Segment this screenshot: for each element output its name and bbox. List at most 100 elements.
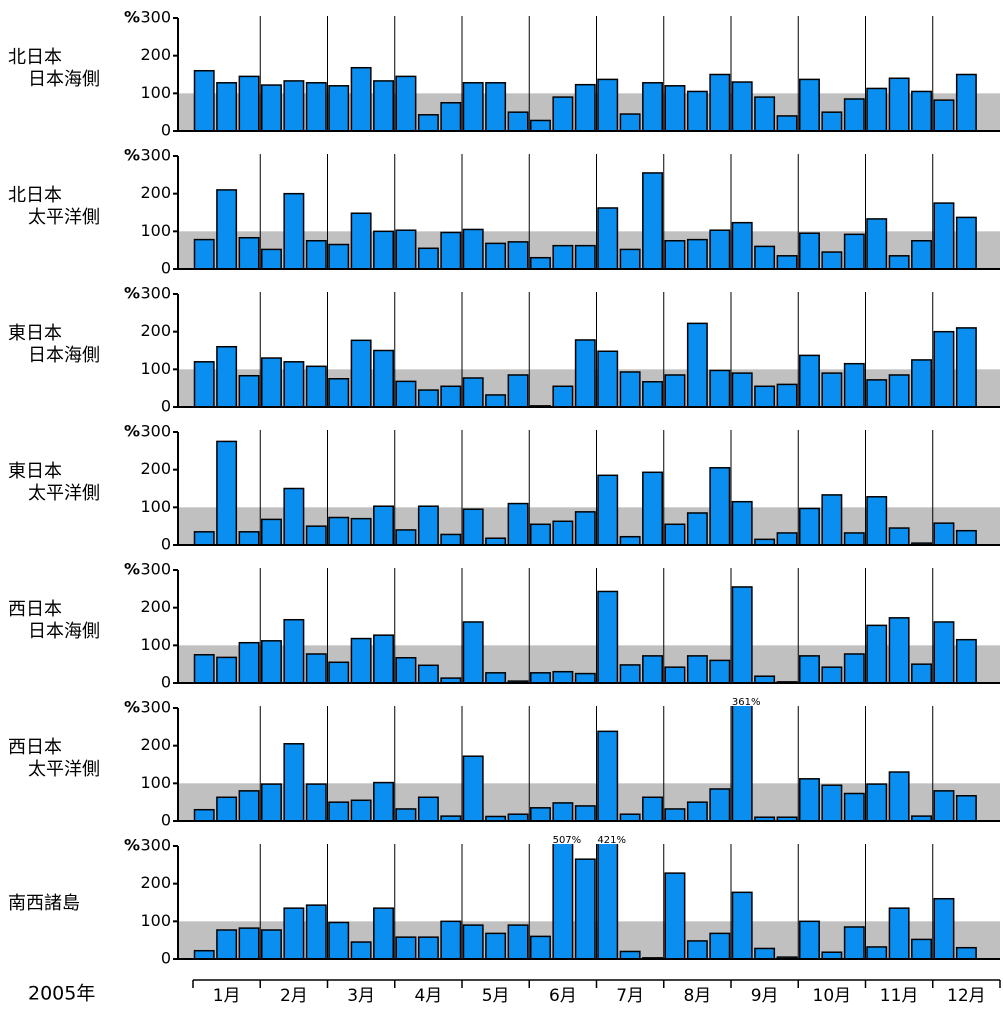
bar <box>821 111 843 132</box>
bar <box>328 243 350 270</box>
bar <box>799 354 820 408</box>
bar <box>933 99 955 132</box>
bar <box>754 96 776 132</box>
bar <box>552 520 574 546</box>
bar <box>619 535 641 546</box>
bar <box>373 230 395 270</box>
bar <box>507 924 529 960</box>
bar <box>799 920 820 960</box>
bar <box>485 672 507 684</box>
bar <box>911 938 932 960</box>
bar <box>597 474 619 546</box>
bar <box>395 808 417 822</box>
bar <box>642 172 663 270</box>
y-tick-label: 200 <box>140 735 171 754</box>
y-tick-label: 0 <box>161 121 171 140</box>
bar <box>843 98 865 132</box>
bar <box>821 372 843 408</box>
y-tick-label: 300 <box>140 8 171 27</box>
bar <box>866 379 888 408</box>
bar <box>328 801 350 822</box>
bar <box>619 664 641 684</box>
bar <box>619 113 641 132</box>
bar <box>866 87 888 132</box>
bar <box>754 675 776 684</box>
y-tick-label: 0 <box>161 535 171 554</box>
bar <box>328 921 350 960</box>
y-tick-label: 100 <box>140 83 171 102</box>
bar <box>664 374 686 408</box>
bar <box>597 844 619 960</box>
month-label: 7月 <box>616 986 644 1006</box>
bar <box>776 115 798 132</box>
bar <box>642 655 663 684</box>
bar <box>552 802 574 822</box>
bar <box>305 365 327 408</box>
panel-name: 北日本 <box>8 185 62 206</box>
bar <box>686 90 708 132</box>
bar <box>955 638 977 684</box>
bar <box>911 90 932 132</box>
bar <box>193 654 215 684</box>
bar <box>440 231 462 270</box>
bar <box>462 228 484 270</box>
bar <box>530 807 551 822</box>
bar <box>216 345 238 408</box>
bar <box>283 192 305 270</box>
month-label: 9月 <box>751 986 779 1006</box>
bar <box>373 505 395 546</box>
y-tick-label: 100 <box>140 773 171 792</box>
bar <box>642 82 663 132</box>
bar <box>799 778 820 822</box>
y-tick-label: 300 <box>140 698 171 717</box>
panel-name: 北日本 <box>8 47 62 68</box>
bar <box>776 532 798 546</box>
bar <box>507 374 529 408</box>
bar <box>485 242 507 270</box>
bar <box>843 532 865 546</box>
y-tick-label: 200 <box>140 597 171 616</box>
month-label: 8月 <box>683 986 711 1006</box>
bar <box>866 218 888 270</box>
month-label: 10月 <box>813 986 852 1006</box>
panel-name: 東日本 <box>8 461 62 482</box>
bar <box>664 666 686 684</box>
bar <box>328 661 350 684</box>
bar <box>664 85 686 132</box>
bar <box>709 788 731 822</box>
bar <box>238 374 260 408</box>
bar <box>216 82 238 132</box>
bar <box>350 66 372 132</box>
bar <box>955 529 977 546</box>
bar <box>193 69 215 132</box>
bar <box>552 385 574 408</box>
bar <box>911 359 932 408</box>
bar <box>709 467 731 546</box>
panel-name: 西日本 <box>8 599 62 620</box>
bar <box>238 531 260 546</box>
bar <box>619 950 641 960</box>
month-label: 12月 <box>947 986 986 1006</box>
bar <box>664 240 686 270</box>
bar <box>754 245 776 270</box>
bar <box>552 244 574 270</box>
bar <box>619 248 641 270</box>
bar <box>283 487 305 546</box>
unit-label: % <box>124 560 140 579</box>
bar <box>395 229 417 270</box>
bar <box>261 783 282 822</box>
y-tick-label: 100 <box>140 635 171 654</box>
bar <box>417 389 439 408</box>
bar <box>799 78 820 132</box>
bar <box>731 586 753 684</box>
bar <box>574 511 596 546</box>
bar <box>888 527 910 546</box>
bar <box>373 349 395 408</box>
bar <box>821 951 843 960</box>
bar <box>261 84 282 132</box>
bar <box>216 796 238 822</box>
y-tick-label: 0 <box>161 397 171 416</box>
panel-name: 日本海側 <box>28 69 100 90</box>
